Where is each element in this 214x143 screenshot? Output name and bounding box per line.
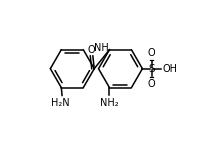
Text: H₂N: H₂N	[51, 98, 70, 108]
Text: NH₂: NH₂	[100, 98, 119, 108]
Text: S: S	[148, 64, 155, 74]
Text: OH: OH	[163, 64, 178, 74]
Text: O: O	[148, 79, 155, 89]
Text: O: O	[148, 48, 155, 58]
Text: O: O	[88, 45, 95, 55]
Text: NH: NH	[95, 43, 109, 53]
